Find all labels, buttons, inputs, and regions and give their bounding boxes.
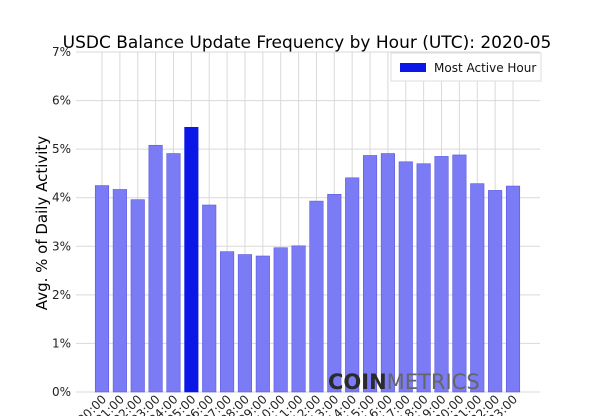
- y-tick-label: 6%: [52, 94, 71, 108]
- bar: [309, 200, 324, 393]
- bar: [291, 245, 306, 393]
- legend: Most Active Hour: [390, 52, 542, 82]
- bar: [380, 153, 395, 393]
- bar: [362, 155, 378, 393]
- bar: [130, 199, 145, 393]
- y-tick-label: 3%: [52, 239, 71, 253]
- watermark-light: METRICS: [387, 370, 480, 394]
- bar: [398, 161, 413, 393]
- bar: [327, 194, 342, 393]
- bar: [220, 251, 235, 393]
- y-tick-label: 0%: [52, 385, 71, 399]
- svg-text:COINMETRICS: COINMETRICS: [328, 370, 480, 394]
- legend-swatch: [400, 63, 426, 72]
- bar: [112, 189, 127, 393]
- chart-title: USDC Balance Update Frequency by Hour (U…: [63, 33, 552, 53]
- watermark-bold: COIN: [328, 370, 387, 394]
- bar: [434, 156, 449, 393]
- y-tick-label: 7%: [52, 45, 71, 59]
- bars: [94, 126, 521, 393]
- bar: [488, 190, 503, 393]
- bar: [416, 163, 431, 393]
- bar: [94, 185, 110, 393]
- bar-highlight: [184, 126, 199, 393]
- legend-label: Most Active Hour: [434, 61, 536, 75]
- bar: [505, 185, 521, 393]
- y-tick-label: 4%: [52, 191, 71, 205]
- bar: [202, 204, 217, 393]
- bar: [470, 183, 485, 393]
- bar: [255, 255, 270, 393]
- x-tick-labels: 00:0001:0002:0003:0004:0005:0006:0007:00…: [75, 392, 520, 416]
- bar: [345, 177, 360, 393]
- bar: [166, 153, 181, 393]
- watermark: COINMETRICS: [328, 370, 480, 394]
- bar: [273, 247, 288, 393]
- y-tick-labels: 0% 1% 2% 3% 4% 5% 6% 7%: [52, 45, 71, 399]
- y-tick-label: 2%: [52, 288, 71, 302]
- bar: [237, 254, 253, 393]
- y-axis-label: Avg. % of Daily Activity: [33, 136, 51, 311]
- bar: [452, 154, 467, 393]
- y-tick-label: 5%: [52, 142, 71, 156]
- bar: [148, 144, 163, 393]
- y-tick-label: 1%: [52, 336, 71, 350]
